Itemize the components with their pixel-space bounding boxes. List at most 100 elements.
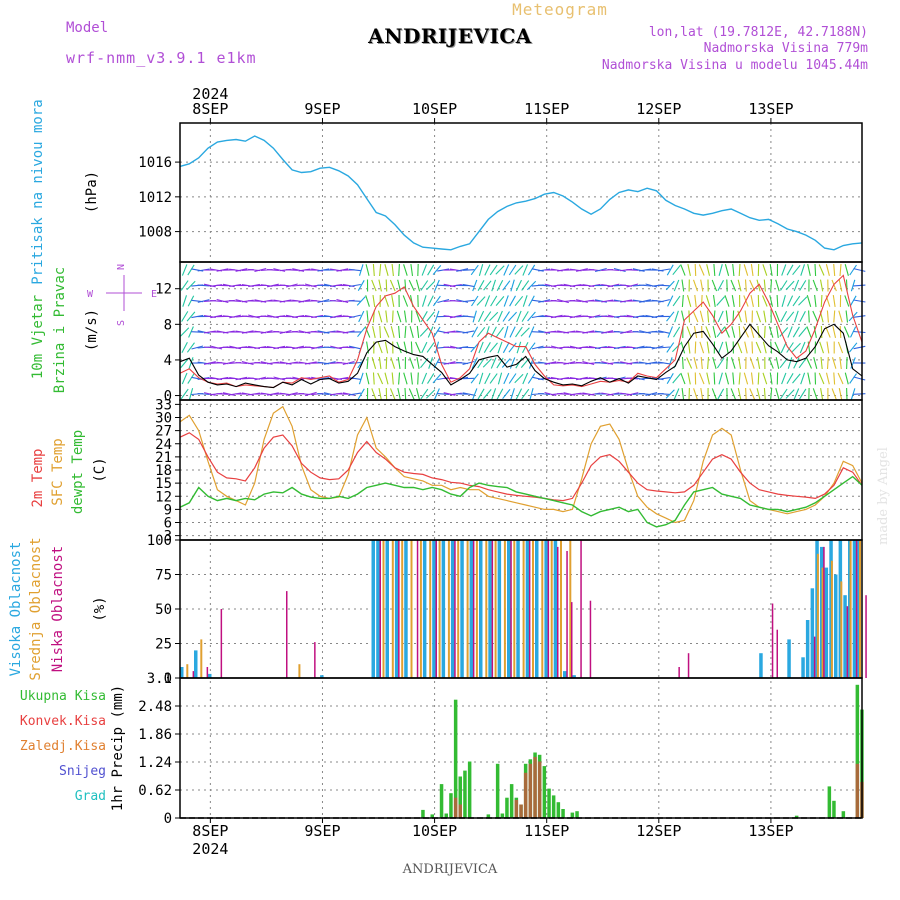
wind-arrow [298, 268, 311, 272]
wind-arrow [762, 372, 768, 385]
wind-arrow [769, 264, 773, 276]
wind-arrow [706, 341, 710, 354]
wind-arrow [681, 356, 684, 370]
wind-arrow [693, 357, 698, 369]
wind-arrow [356, 296, 366, 306]
wind-arrow [216, 298, 229, 304]
wind-arrow [516, 310, 522, 323]
y-tick-label: 1016 [138, 155, 172, 171]
wind-arrow [820, 356, 823, 370]
wind-arrow [342, 346, 355, 349]
wind-arrow [730, 388, 737, 400]
wind-arrow [472, 310, 477, 323]
cloud-bar [491, 540, 494, 678]
cloud-bar [547, 540, 550, 678]
wind-arrow [531, 331, 544, 333]
y-tick-label: 30 [155, 411, 172, 427]
wind-arrow [786, 342, 794, 353]
wind-arrow [404, 325, 407, 339]
cloud-unit-label: (%) [92, 596, 108, 621]
wind-arrow [786, 373, 794, 384]
wind-arrow [372, 325, 376, 339]
wind-arrow [582, 330, 595, 334]
day-label-top: 12SEP [636, 100, 681, 118]
precip-bar [495, 763, 500, 818]
wind-arrow [383, 295, 390, 307]
wind-arrow [575, 299, 588, 303]
wind-arrow [761, 295, 768, 307]
wind-arrow [853, 299, 866, 303]
wind-arrow [749, 357, 755, 369]
wind-arrow [837, 341, 844, 354]
wind-arrow [433, 388, 440, 400]
cloud-bar [441, 540, 446, 678]
wind-arrow [853, 393, 866, 395]
wind-arrow [750, 372, 754, 385]
wind-arrow [188, 388, 194, 400]
wind-arrow [432, 373, 442, 384]
wind-arrow [358, 264, 364, 276]
wind-arrow [254, 362, 267, 364]
wind-arrow [538, 392, 551, 396]
wind-arrow [336, 298, 349, 304]
wind-arrow [522, 264, 529, 276]
wind-arrow [266, 377, 279, 380]
y-tick-label: 1.86 [138, 727, 172, 743]
wind-arrow [521, 311, 529, 322]
wind-arrow [515, 326, 523, 338]
wind-arrow [681, 310, 685, 323]
model-elevation-label: Nadmorska Visina u modelu 1045.44m [601, 58, 868, 73]
wind-arrow [844, 372, 849, 385]
wind-arrow [814, 263, 817, 277]
wind-arrow [780, 341, 787, 354]
precip-bar [551, 795, 556, 818]
wind-arrow [837, 372, 844, 385]
cloud-bar [541, 540, 544, 678]
wind-arrow [724, 264, 730, 276]
cloud-bar [687, 653, 690, 678]
pressure-axis-title: Pritisak na nivou mora [30, 99, 46, 284]
wind-arrow [838, 387, 843, 401]
wind-arrow [785, 389, 795, 399]
wind-arrow [391, 310, 394, 323]
wind-arrow [292, 345, 305, 350]
wind-arrow [348, 392, 361, 396]
wind-arrow [853, 284, 866, 287]
y-tick-label: 27 [155, 424, 172, 440]
wind-arrow [657, 377, 670, 380]
wind-arrow [235, 268, 248, 272]
wind-arrow [298, 299, 311, 303]
wind-arrow [526, 280, 537, 291]
temp-unit-label: (C) [92, 457, 108, 482]
wind-arrow [521, 280, 530, 291]
wind-arrow [509, 357, 516, 369]
wind-arrow [502, 311, 510, 322]
cloud-bar [813, 636, 816, 678]
wind-arrow [657, 346, 670, 349]
wind-arrow [569, 284, 582, 287]
y-tick-label: 12 [155, 282, 172, 298]
wind-arrow [426, 342, 435, 353]
wind-arrow [377, 310, 383, 323]
wind-arrow [607, 283, 620, 288]
wind-arrow [391, 295, 395, 307]
wind-arrow [792, 326, 800, 338]
wind-arrow [681, 294, 684, 308]
wind-arrow [484, 264, 491, 276]
wind-arrow [706, 372, 710, 385]
cloud-bar [435, 540, 437, 678]
wind-arrow [396, 310, 402, 323]
wind-arrow [626, 269, 639, 271]
wind-arrow [197, 284, 210, 287]
wind-arrow [191, 314, 204, 319]
wind-arrow [398, 325, 401, 339]
wind-arrow [241, 315, 254, 318]
wind-arrow [639, 299, 652, 303]
wind-arrow [781, 264, 787, 276]
wind-arrow [692, 310, 699, 323]
wind-arrow [396, 341, 402, 354]
wind-arrow [786, 264, 794, 276]
wind-arrow [410, 341, 413, 354]
wind-arrow [687, 341, 691, 354]
